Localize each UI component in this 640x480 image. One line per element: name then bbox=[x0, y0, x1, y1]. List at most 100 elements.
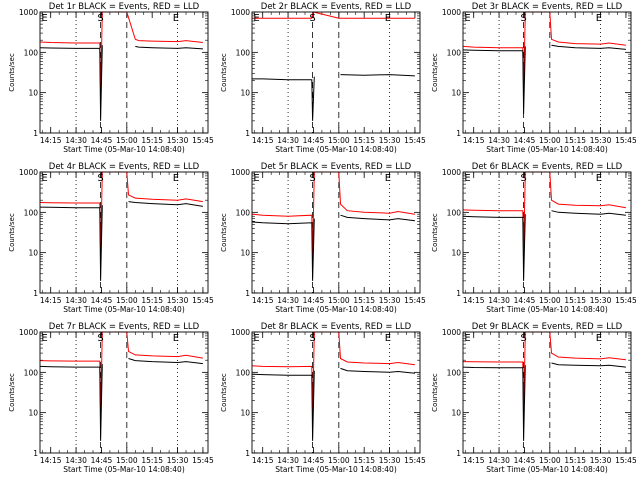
x-tick-label: 14:15 bbox=[463, 456, 485, 465]
event-marker-label: E bbox=[596, 173, 602, 184]
plot-frame bbox=[462, 171, 632, 294]
y-tick-label: 100 bbox=[236, 208, 251, 217]
detector-panel-7: Det 7r BLACK = Events, RED = LLD Counts/s… bbox=[8, 322, 214, 474]
y-tick-label: 10 bbox=[28, 249, 38, 258]
panel-title: Det 9r BLACK = Events, RED = LLD bbox=[472, 322, 623, 332]
plot-frame bbox=[39, 331, 209, 454]
x-tick-label: 15:30 bbox=[379, 296, 401, 305]
panel-title: Det 5r BLACK = Events, RED = LLD bbox=[261, 162, 412, 172]
event-marker-label: E bbox=[464, 173, 470, 184]
x-tick-label: 15:30 bbox=[379, 456, 401, 465]
x-axis-label: Start Time (05-Mar-10 14:08:40) bbox=[63, 305, 185, 314]
y-axis-label: Counts/sec bbox=[8, 213, 16, 252]
event-marker-label: S bbox=[520, 13, 526, 24]
event-marker-label: E bbox=[253, 13, 259, 24]
y-tick-label: 1 bbox=[33, 449, 38, 458]
y-axis-label: Counts/sec bbox=[8, 53, 16, 92]
x-tick-label: 15:00 bbox=[116, 456, 138, 465]
x-tick-label: 15:45 bbox=[192, 456, 214, 465]
x-tick-label: 14:15 bbox=[40, 296, 62, 305]
y-tick-label: 1 bbox=[245, 129, 250, 138]
x-axis-label: Start Time (05-Mar-10 14:08:40) bbox=[486, 145, 608, 154]
x-axis-label: Start Time (05-Mar-10 14:08:40) bbox=[486, 465, 608, 474]
x-tick-label: 15:15 bbox=[141, 136, 163, 145]
panel-title: Det 8r BLACK = Events, RED = LLD bbox=[261, 322, 412, 332]
y-tick-label: 100 bbox=[24, 48, 39, 57]
events-series-line bbox=[39, 358, 203, 441]
y-tick-label: 1 bbox=[245, 289, 250, 298]
x-tick-label: 15:45 bbox=[404, 456, 426, 465]
plot-frame bbox=[462, 11, 632, 134]
event-marker-label: E bbox=[464, 333, 470, 344]
x-tick-label: 14:30 bbox=[65, 296, 87, 305]
x-tick-label: 14:30 bbox=[488, 456, 510, 465]
event-marker-label: E bbox=[464, 13, 470, 24]
x-tick-label: 15:30 bbox=[167, 456, 189, 465]
y-tick-label: 1000 bbox=[19, 328, 38, 337]
events-series-line bbox=[462, 210, 626, 281]
detector-panel-2: Det 2r BLACK = Events, RED = LLD Counts/s… bbox=[220, 2, 426, 154]
detector-panel-8: Det 8r BLACK = Events, RED = LLD Counts/s… bbox=[220, 322, 426, 474]
x-tick-label: 15:15 bbox=[353, 136, 375, 145]
event-marker-label: E bbox=[253, 333, 259, 344]
y-tick-label: 1000 bbox=[442, 168, 461, 177]
panel-title: Det 2r BLACK = Events, RED = LLD bbox=[261, 2, 412, 12]
x-tick-label: 14:30 bbox=[488, 296, 510, 305]
plot-frame bbox=[251, 11, 421, 134]
y-tick-label: 10 bbox=[240, 249, 250, 258]
x-tick-label: 15:00 bbox=[539, 296, 561, 305]
y-axis-label: Counts/sec bbox=[431, 53, 439, 92]
y-tick-label: 1000 bbox=[19, 8, 38, 17]
x-tick-label: 14:45 bbox=[514, 136, 536, 145]
x-tick-label: 15:00 bbox=[328, 456, 350, 465]
x-tick-label: 15:15 bbox=[353, 296, 375, 305]
x-tick-label: 14:15 bbox=[252, 136, 274, 145]
plot-frame bbox=[462, 331, 632, 454]
x-tick-label: 14:45 bbox=[514, 296, 536, 305]
x-tick-label: 14:15 bbox=[252, 456, 274, 465]
panel-title: Det 6r BLACK = Events, RED = LLD bbox=[472, 162, 623, 172]
x-tick-label: 14:45 bbox=[303, 456, 325, 465]
y-axis-label: Counts/sec bbox=[431, 373, 439, 412]
x-tick-label: 14:30 bbox=[277, 136, 299, 145]
detector-panel-5: Det 5r BLACK = Events, RED = LLD Counts/s… bbox=[220, 162, 426, 314]
x-tick-label: 15:00 bbox=[328, 296, 350, 305]
x-tick-label: 15:45 bbox=[192, 136, 214, 145]
y-tick-label: 1000 bbox=[442, 8, 461, 17]
detector-panel-6: Det 6r BLACK = Events, RED = LLD Counts/s… bbox=[431, 162, 637, 314]
event-marker-label: E bbox=[41, 173, 47, 184]
x-tick-label: 14:45 bbox=[514, 456, 536, 465]
event-marker-label: E bbox=[173, 13, 179, 24]
x-tick-label: 15:45 bbox=[615, 296, 637, 305]
x-tick-label: 14:45 bbox=[91, 296, 113, 305]
y-tick-label: 1 bbox=[456, 129, 461, 138]
y-tick-label: 10 bbox=[28, 409, 38, 418]
panel-title: Det 1r BLACK = Events, RED = LLD bbox=[49, 2, 200, 12]
plot-frame bbox=[39, 11, 209, 134]
y-tick-label: 1 bbox=[456, 289, 461, 298]
plot-frame bbox=[251, 171, 421, 294]
y-tick-label: 1000 bbox=[19, 168, 38, 177]
x-axis-label: Start Time (05-Mar-10 14:08:40) bbox=[63, 145, 185, 154]
y-tick-label: 100 bbox=[447, 48, 462, 57]
event-marker-label: E bbox=[385, 13, 391, 24]
plot-frame bbox=[39, 171, 209, 294]
x-tick-label: 15:15 bbox=[141, 456, 163, 465]
x-tick-label: 14:30 bbox=[277, 296, 299, 305]
x-tick-label: 15:00 bbox=[539, 456, 561, 465]
x-tick-label: 14:15 bbox=[40, 456, 62, 465]
y-tick-label: 100 bbox=[24, 368, 39, 377]
detector-panel-9: Det 9r BLACK = Events, RED = LLD Counts/s… bbox=[431, 322, 637, 474]
x-tick-label: 14:15 bbox=[252, 296, 274, 305]
event-marker-label: S bbox=[309, 333, 315, 344]
events-series-line bbox=[462, 44, 626, 114]
y-axis-label: Counts/sec bbox=[431, 213, 439, 252]
event-marker-label: S bbox=[309, 173, 315, 184]
x-tick-label: 15:00 bbox=[539, 136, 561, 145]
y-tick-label: 1000 bbox=[231, 168, 250, 177]
panel-title: Det 3r BLACK = Events, RED = LLD bbox=[472, 2, 623, 12]
x-tick-label: 15:00 bbox=[328, 136, 350, 145]
x-tick-label: 15:15 bbox=[564, 296, 586, 305]
